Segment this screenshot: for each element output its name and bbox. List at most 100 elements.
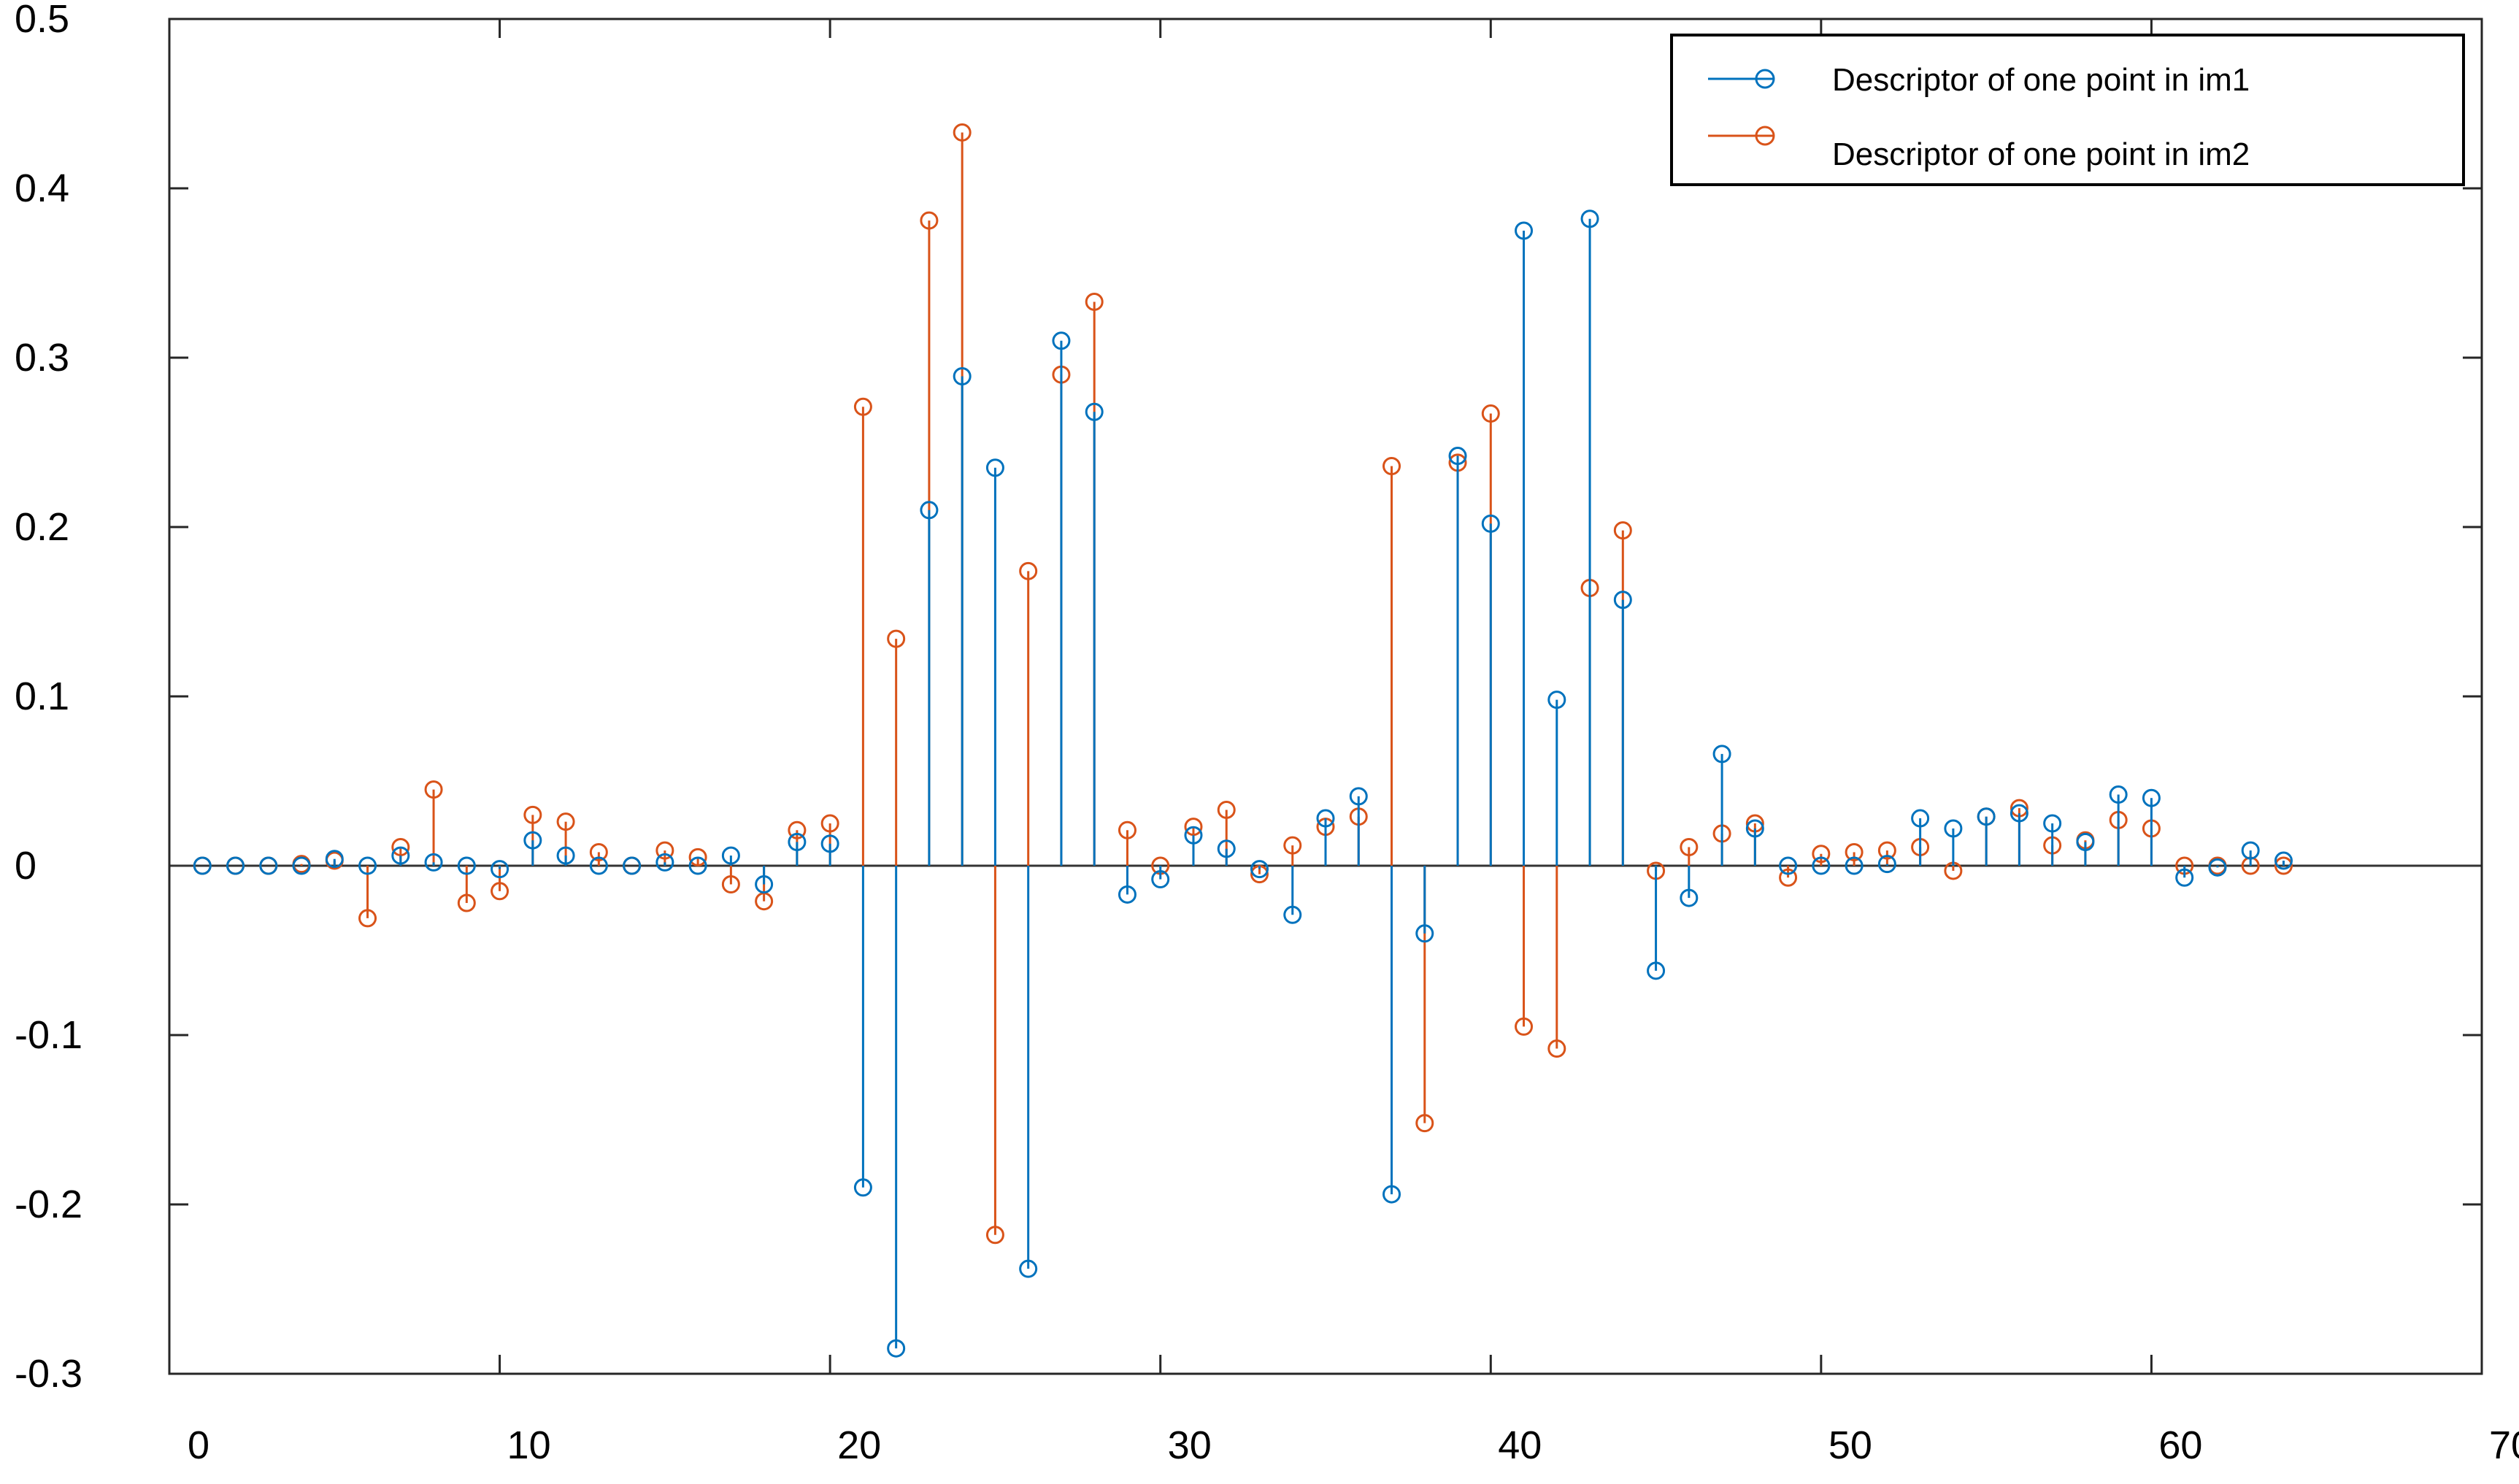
legend-label-im2: Descriptor of one point in im2 <box>1832 137 2250 172</box>
stem-marker <box>788 820 807 839</box>
plot-frame <box>168 18 2483 1375</box>
stem-marker <box>1019 561 1038 580</box>
stem-marker <box>2274 856 2293 875</box>
stem-marker <box>1052 331 1071 350</box>
legend: Descriptor of one point in im1 Descripto… <box>1670 34 2465 186</box>
stem-marker <box>2076 833 2095 852</box>
stem-marker <box>1019 1259 1038 1278</box>
legend-label-im1: Descriptor of one point in im1 <box>1832 62 2250 98</box>
stem-marker <box>1877 855 1896 874</box>
stem-marker <box>358 856 377 875</box>
stem-marker <box>1680 837 1699 856</box>
stem-marker <box>1151 870 1170 889</box>
stem-marker <box>1547 1039 1566 1058</box>
stem-marker <box>1515 1017 1534 1036</box>
stem-marker <box>1745 819 1764 838</box>
x-tick-label: 70 <box>2489 1423 2519 1467</box>
y-tick-label: 0 <box>15 844 36 888</box>
stem-marker <box>688 856 707 875</box>
stem-marker <box>1877 841 1896 860</box>
y-axis-tick-labels: 0.5 0.4 0.3 0.2 0.1 0 -0.1 -0.2 -0.3 <box>15 0 82 1396</box>
y-tick-label: -0.1 <box>15 1013 82 1057</box>
stem-marker <box>1613 591 1632 610</box>
stem-marker <box>1085 402 1104 421</box>
stem-marker <box>2109 785 2128 804</box>
stem-marker <box>589 842 608 861</box>
stem-marker <box>523 831 542 850</box>
y-tick-label: 0.5 <box>15 0 69 41</box>
x-tick-label: 0 <box>188 1423 209 1467</box>
stem-marker <box>491 860 509 879</box>
stem-marker <box>655 853 674 872</box>
stem-marker <box>1712 745 1731 764</box>
legend-swatch-im1-marker <box>1755 69 1775 89</box>
stem-marker <box>920 501 939 520</box>
stem-marker <box>1481 514 1500 533</box>
stem-marker <box>2142 788 2161 807</box>
stem-marker <box>556 812 575 831</box>
stem-marker <box>1316 809 1335 828</box>
stem-marker <box>226 856 245 875</box>
stem-marker <box>1382 1185 1401 1204</box>
stem-marker <box>1845 856 1864 875</box>
stem-marker <box>1680 888 1699 907</box>
stem-marker <box>2043 814 2062 833</box>
stem-marker <box>887 1339 906 1358</box>
stem-marker <box>2208 858 2227 877</box>
stem-marker <box>755 875 774 894</box>
stem-marker <box>721 846 740 865</box>
stem-marker <box>1217 839 1236 858</box>
stem-marker <box>1613 521 1632 540</box>
stem-marker <box>1547 691 1566 710</box>
x-tick-label: 40 <box>1498 1423 1542 1467</box>
x-tick-label: 50 <box>1828 1423 1872 1467</box>
stem-marker <box>457 856 476 875</box>
stem-marker <box>2010 804 2028 823</box>
stem-marker <box>688 847 707 866</box>
stem-marker <box>1415 1114 1434 1133</box>
y-tick-label: -0.2 <box>15 1183 82 1226</box>
stem-marker <box>1647 961 1666 980</box>
stem-marker <box>1481 404 1500 423</box>
stem-marker <box>424 780 443 799</box>
series-im1 <box>193 209 2293 1358</box>
y-tick-label: 0.2 <box>15 505 69 549</box>
legend-swatch-im2-marker <box>1755 126 1775 146</box>
x-tick-label: 10 <box>507 1423 551 1467</box>
stem-marker <box>820 834 839 853</box>
x-axis-tick-labels: 0 10 20 30 40 50 60 70 <box>188 1423 2519 1467</box>
stem-marker <box>953 367 972 386</box>
x-tick-label: 30 <box>1168 1423 1212 1467</box>
stem-marker <box>292 856 311 875</box>
stem-marker <box>1085 292 1104 311</box>
stem-marker <box>259 856 278 875</box>
stem-marker <box>623 856 642 875</box>
stem-marker <box>391 837 410 856</box>
stem-marker <box>589 856 608 875</box>
stem-marker <box>1250 860 1269 879</box>
stem-marker <box>853 1178 872 1197</box>
stem-series-group <box>193 123 2293 1358</box>
stem-marker <box>193 856 212 875</box>
stem-marker <box>920 211 939 230</box>
y-tick-label: 0.3 <box>15 336 69 380</box>
stem-marker <box>2175 868 2194 887</box>
stem-marker <box>1779 856 1798 875</box>
stem-marker <box>1580 209 1599 228</box>
stem-marker <box>1184 818 1203 837</box>
stem-marker <box>985 1226 1004 1245</box>
stem-marker <box>1515 221 1534 240</box>
stem-marker <box>1944 819 1963 838</box>
stem-marker <box>1184 826 1203 845</box>
stem-marker <box>1977 807 1996 826</box>
stem-marker <box>1118 820 1137 839</box>
stem-marker <box>1911 809 1930 828</box>
stem-marker <box>1283 905 1302 924</box>
stem-marker <box>491 882 509 901</box>
stem-marker <box>721 875 740 894</box>
stem-marker <box>788 833 807 852</box>
stem-marker <box>1448 447 1467 466</box>
x-tick-label: 20 <box>837 1423 881 1467</box>
stem-marker <box>1845 842 1864 861</box>
